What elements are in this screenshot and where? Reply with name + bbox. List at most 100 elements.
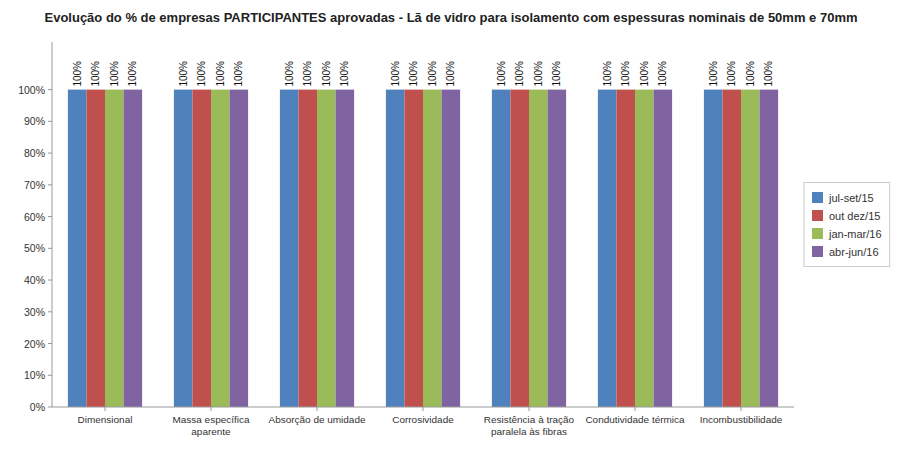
- data-label: 100%: [408, 61, 419, 87]
- x-tick-label-line: Absorção de umidade: [269, 414, 366, 425]
- x-tick-label-line: Dimensional: [78, 414, 133, 425]
- legend-swatch: [812, 228, 823, 239]
- data-label: 100%: [233, 61, 244, 87]
- data-label: 100%: [178, 61, 189, 87]
- bar: [704, 90, 723, 407]
- bar: [298, 90, 317, 407]
- bar: [336, 90, 355, 407]
- bar: [635, 90, 654, 407]
- data-label: 100%: [708, 61, 719, 87]
- bar: [598, 90, 617, 407]
- y-tick: [48, 121, 52, 122]
- x-tick-label-line: Resistência à tração: [484, 414, 575, 425]
- legend-label: jul-set/15: [828, 192, 874, 204]
- data-label: 100%: [215, 61, 226, 87]
- legend-label: abr-jun/16: [829, 246, 879, 258]
- y-tick-label: 0%: [30, 401, 45, 413]
- bar: [423, 90, 442, 407]
- data-label: 100%: [551, 61, 562, 87]
- data-label: 100%: [321, 61, 332, 87]
- x-tick-label: Corrosividade: [392, 414, 454, 425]
- x-tick-label-line: Incombustibilidade: [700, 414, 783, 425]
- bar: [548, 90, 567, 407]
- y-tick: [48, 407, 52, 408]
- y-tick-label: 90%: [24, 115, 45, 127]
- legend-label: out dez/15: [829, 210, 880, 222]
- data-label: 100%: [127, 61, 138, 87]
- x-tick: [211, 407, 212, 411]
- bar: [616, 90, 635, 407]
- bar: [174, 90, 193, 407]
- y-tick-label: 60%: [24, 211, 45, 223]
- y-tick-label: 80%: [24, 147, 45, 159]
- y-tick-label: 40%: [24, 274, 45, 286]
- x-tick-label-line: Condutividade térmica: [585, 414, 685, 425]
- data-label: 100%: [196, 61, 207, 87]
- data-label: 100%: [109, 61, 120, 87]
- bar: [529, 90, 548, 407]
- data-label: 100%: [726, 61, 737, 87]
- data-label: 100%: [657, 61, 668, 87]
- data-label: 100%: [72, 61, 83, 87]
- bars: [68, 90, 778, 407]
- data-label: 100%: [514, 61, 525, 87]
- x-tick-label-line: Massa específica: [172, 414, 249, 425]
- data-label: 100%: [90, 61, 101, 87]
- x-tick-label-line: Corrosividade: [392, 414, 454, 425]
- bar: [492, 90, 511, 407]
- x-tick: [105, 407, 106, 411]
- bar: [211, 90, 230, 407]
- bar: [722, 90, 741, 407]
- bar: [442, 90, 461, 407]
- title: Evolução do % de empresas PARTICIPANTES …: [44, 10, 857, 25]
- legend-frame: [804, 183, 890, 267]
- x-tick: [529, 407, 530, 411]
- bar: [192, 90, 211, 407]
- y-tick-label: 10%: [24, 369, 45, 381]
- y-tick: [48, 311, 52, 312]
- data-label: 100%: [639, 61, 650, 87]
- data-label: 100%: [496, 61, 507, 87]
- data-label: 100%: [339, 61, 350, 87]
- bar: [654, 90, 673, 407]
- y-axis-line: [52, 42, 53, 407]
- legend-swatch: [812, 210, 823, 221]
- bar: [741, 90, 760, 407]
- bar: [386, 90, 405, 407]
- data-label: 100%: [302, 61, 313, 87]
- y-tick-label: 50%: [24, 242, 45, 254]
- y-tick: [48, 343, 52, 344]
- data-label: 100%: [445, 61, 456, 87]
- data-label: 100%: [390, 61, 401, 87]
- x-tick-label: Absorção de umidade: [269, 414, 366, 425]
- y-tick: [48, 280, 52, 281]
- x-tick-label: Condutividade térmica: [585, 414, 685, 425]
- bar: [124, 90, 143, 407]
- y-tick-label: 20%: [24, 338, 45, 350]
- x-tick-label: Incombustibilidade: [700, 414, 783, 425]
- x-tick-label-line: paralela às fibras: [491, 426, 567, 437]
- y-tick-label: 70%: [24, 179, 45, 191]
- y-tick-label: 100%: [18, 84, 45, 96]
- data-label: 100%: [427, 61, 438, 87]
- bar: [317, 90, 336, 407]
- y-tick: [48, 375, 52, 376]
- bar: [510, 90, 529, 407]
- data-label: 100%: [620, 61, 631, 87]
- x-tick: [635, 407, 636, 411]
- bar: [760, 90, 779, 407]
- y-tick: [48, 248, 52, 249]
- data-labels: 100% 100% 100% 100% 100% 100% 100% 100% 100% 100%…: [72, 61, 775, 87]
- bar: [68, 90, 87, 407]
- data-label: 100%: [745, 61, 756, 87]
- x-tick: [741, 407, 742, 411]
- bar: [105, 90, 124, 407]
- y-tick: [48, 216, 52, 217]
- y-tick-label: 30%: [24, 306, 45, 318]
- x-tick: [317, 407, 318, 411]
- x-tick-label: Dimensional: [78, 414, 133, 425]
- data-label: 100%: [533, 61, 544, 87]
- chart: Evolução do % de empresas PARTICIPANTES …: [0, 0, 902, 459]
- bar: [280, 90, 299, 407]
- data-label: 100%: [284, 61, 295, 87]
